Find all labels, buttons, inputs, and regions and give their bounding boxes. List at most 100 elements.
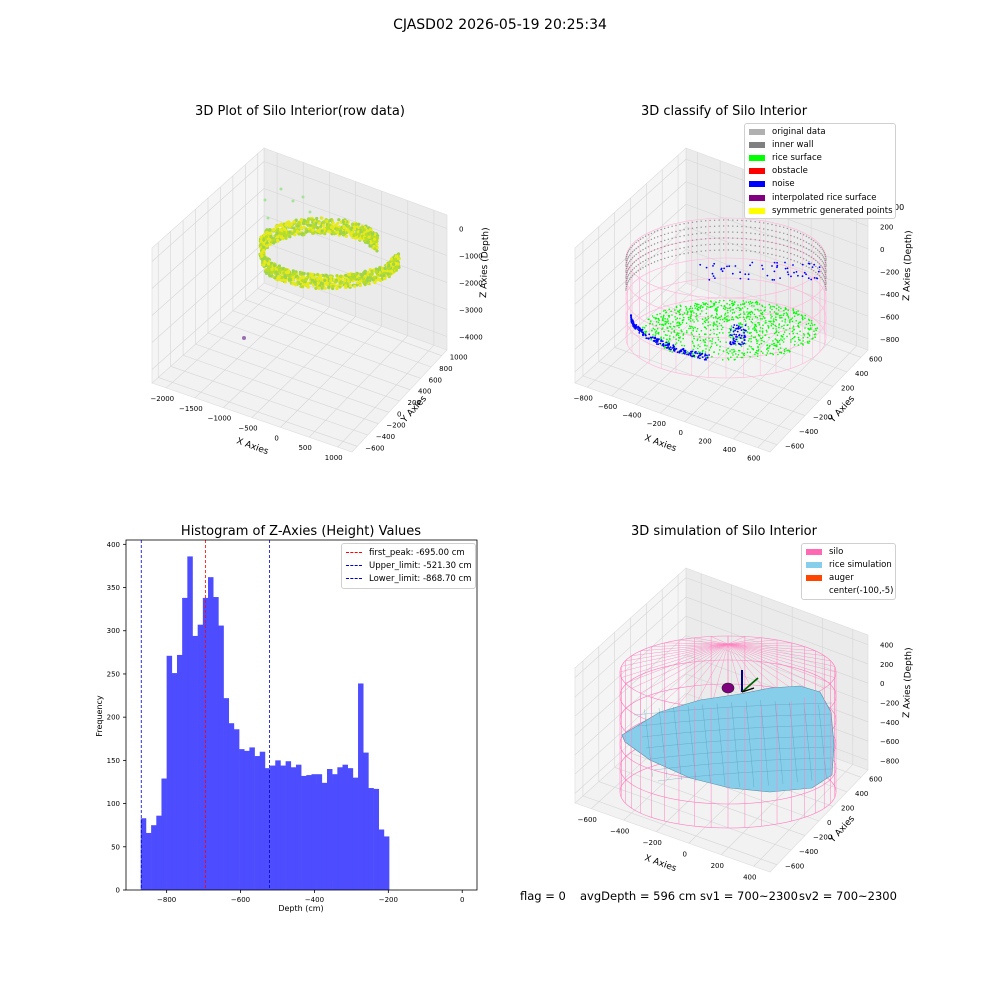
rice-surface-point — [776, 341, 779, 344]
noise-point — [735, 327, 738, 330]
simulation-legend-item: auger — [802, 571, 895, 584]
rice-surface-point — [651, 323, 654, 325]
raw-data-point — [291, 281, 296, 285]
raw-data-point — [265, 241, 269, 245]
inner-wall-point — [683, 235, 685, 237]
noise-point — [738, 333, 741, 336]
rice-surface-point — [693, 312, 695, 314]
histogram-bar — [208, 577, 214, 890]
raw-data-point — [348, 284, 352, 288]
rice-surface-point — [743, 354, 745, 357]
rice-surface-point — [704, 302, 706, 305]
histogram-y-tick-label: 100 — [107, 800, 120, 808]
rice-surface-point — [737, 349, 740, 352]
noise-point — [686, 353, 688, 356]
simulation-y-axis-label: Y Axies — [827, 814, 857, 846]
rice-surface-point — [728, 319, 731, 321]
histogram-y-tick-label: 200 — [107, 714, 120, 722]
classify-legend-item: symmetric generated points — [745, 204, 895, 217]
inner-wall-point — [815, 241, 817, 244]
rice-surface-point — [797, 322, 800, 325]
noise-point — [779, 277, 781, 279]
noise-point — [636, 328, 639, 330]
rice-surface-grid-line — [803, 703, 813, 781]
raw-data-point — [329, 279, 333, 283]
rice-surface-point — [713, 332, 715, 335]
inner-wall-point — [758, 239, 761, 241]
rice-surface-point — [653, 316, 655, 319]
sim-y-tick-label: 0 — [827, 819, 831, 827]
raw-y-tick-label: 600 — [429, 376, 442, 384]
rice-surface-point — [797, 336, 800, 339]
raw-data-point — [376, 277, 380, 281]
rice-surface-point — [750, 346, 752, 348]
rice-surface-point — [761, 332, 764, 334]
rice-surface-point — [790, 341, 792, 343]
inner-wall-point — [808, 255, 810, 257]
histogram-bar — [166, 655, 173, 890]
inner-wall-point — [810, 244, 813, 246]
raw-data-point — [283, 268, 287, 272]
inner-wall-point — [713, 219, 716, 221]
rice-surface-point — [681, 319, 684, 322]
noise-point — [706, 356, 709, 359]
raw-data-point — [309, 223, 313, 227]
inner-wall-point — [657, 254, 659, 256]
inner-wall-point — [687, 252, 689, 254]
inner-wall-point — [687, 234, 689, 236]
raw-data-point — [339, 229, 343, 233]
inner-wall-point — [679, 235, 681, 238]
inner-wall-point — [813, 246, 815, 248]
rice-surface-point — [674, 316, 676, 318]
noise-point — [817, 270, 820, 273]
rice-surface-point — [669, 338, 671, 341]
raw-y-tick-label: 200 — [408, 399, 421, 407]
rice-surface-point — [679, 324, 681, 326]
rice-surface-point — [734, 301, 736, 304]
rice-surface-point — [662, 317, 664, 319]
inner-wall-point — [647, 234, 650, 236]
rice-surface-point — [745, 301, 748, 303]
rice-surface-point — [689, 307, 692, 310]
rice-surface-point — [652, 327, 655, 330]
inner-wall-point — [796, 237, 799, 239]
inner-wall-point — [818, 275, 821, 277]
rice-surface-point — [762, 315, 765, 318]
rice-surface-point — [664, 309, 666, 312]
raw-data-point — [331, 284, 335, 288]
rice-surface-point — [666, 334, 668, 337]
inner-wall-point — [820, 264, 822, 267]
noise-point — [743, 339, 746, 341]
rice-surface-point — [692, 327, 695, 330]
noise-point — [773, 279, 776, 281]
histogram-vlines — [140, 540, 271, 890]
inner-wall-point — [627, 280, 630, 282]
rice-surface-point — [787, 317, 790, 319]
raw-grid-line — [195, 343, 390, 413]
rice-surface-point — [693, 356, 696, 358]
noise-point — [712, 275, 715, 277]
noise-point — [801, 275, 804, 278]
inner-wall-point — [626, 271, 628, 274]
inner-wall-point — [813, 240, 815, 242]
silo-roof-spoke — [727, 643, 816, 694]
raw-data-point — [291, 269, 295, 273]
inner-wall-point — [657, 242, 659, 244]
rice-surface-point — [702, 322, 704, 325]
noise-point — [734, 265, 737, 267]
noise-point — [741, 341, 743, 343]
inner-wall-point — [775, 254, 777, 257]
inner-wall-point — [820, 276, 822, 279]
inner-wall-point — [709, 249, 711, 252]
status-flag: flag = 0 — [520, 889, 566, 903]
rice-surface-point — [788, 351, 791, 353]
sim-x-tick-label: 200 — [711, 862, 724, 870]
rice-surface-point — [771, 322, 773, 325]
inner-wall-point — [802, 258, 805, 260]
sim-grid-line — [574, 596, 687, 698]
rice-surface-point — [766, 344, 769, 346]
noise-point — [682, 352, 685, 354]
inner-wall-point — [817, 267, 819, 269]
inner-wall-point — [808, 267, 810, 269]
